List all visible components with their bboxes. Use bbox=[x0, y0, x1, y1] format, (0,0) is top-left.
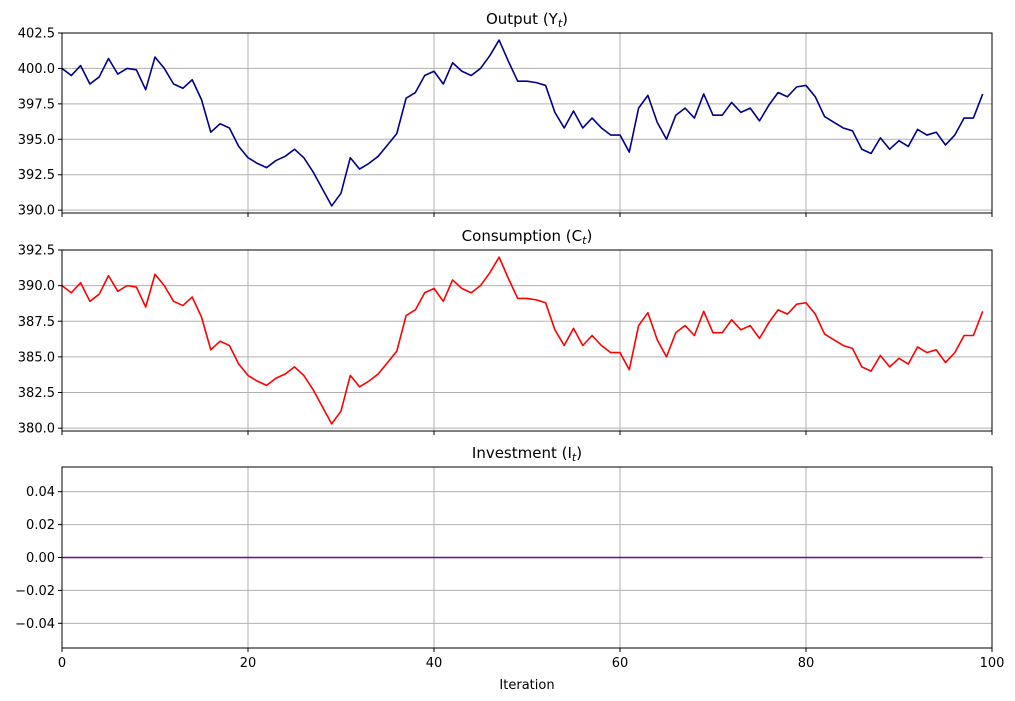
y-tick-label: 0.02 bbox=[26, 518, 55, 533]
plots: 390.0 392.5 395.0 397.5 400.0 402.5 Output (Yt… bbox=[15, 10, 1004, 693]
y-tick-label: 392.5 bbox=[18, 168, 55, 183]
x-tick-label: 40 bbox=[426, 656, 443, 671]
axes-frame bbox=[61, 249, 993, 432]
x-axis-label: Iteration bbox=[499, 678, 554, 693]
y-tick-label: 390.0 bbox=[18, 279, 55, 294]
y-tick-label: 395.0 bbox=[18, 133, 55, 148]
x-tick-label: 20 bbox=[240, 656, 257, 671]
y-tick-label: 387.5 bbox=[18, 315, 55, 330]
x-tick-label: 0 bbox=[58, 656, 66, 671]
y-tick-label: 0.00 bbox=[26, 551, 55, 566]
y-tick-label: 0.04 bbox=[26, 485, 55, 500]
y-tick-label: 382.5 bbox=[18, 386, 55, 401]
subplot-1: 390.0 392.5 395.0 397.5 400.0 402.5 Output (Yt… bbox=[18, 10, 993, 219]
subplot-3: 0 20 40 60 80 100 −0.04 −0.02 0.00 0.02 0.04 Invest… bbox=[15, 444, 1004, 693]
y-tick-label: 397.5 bbox=[18, 97, 55, 112]
x-tick-label: 60 bbox=[612, 656, 629, 671]
series-line bbox=[61, 256, 984, 425]
x-tick-label: 80 bbox=[798, 656, 815, 671]
y-tick-label: −0.02 bbox=[15, 584, 55, 599]
subplot-2: 380.0 382.5 385.0 387.5 390.0 392.5 Consumptio… bbox=[18, 227, 993, 437]
subplot-title: Consumption (Ct) bbox=[462, 227, 593, 247]
y-tick-label: 380.0 bbox=[18, 422, 55, 437]
y-tick-label: −0.04 bbox=[15, 617, 55, 632]
y-tick-label: 402.5 bbox=[18, 27, 55, 42]
series-line bbox=[61, 39, 984, 207]
x-tick-label: 100 bbox=[980, 656, 1005, 671]
subplot-title: Output (Yt) bbox=[486, 10, 568, 30]
subplot-title: Investment (It) bbox=[472, 444, 582, 464]
y-tick-label: 390.0 bbox=[18, 204, 55, 219]
y-tick-label: 400.0 bbox=[18, 62, 55, 77]
y-tick-label: 385.0 bbox=[18, 350, 55, 365]
axes-frame bbox=[61, 32, 993, 214]
y-tick-label: 392.5 bbox=[18, 244, 55, 259]
